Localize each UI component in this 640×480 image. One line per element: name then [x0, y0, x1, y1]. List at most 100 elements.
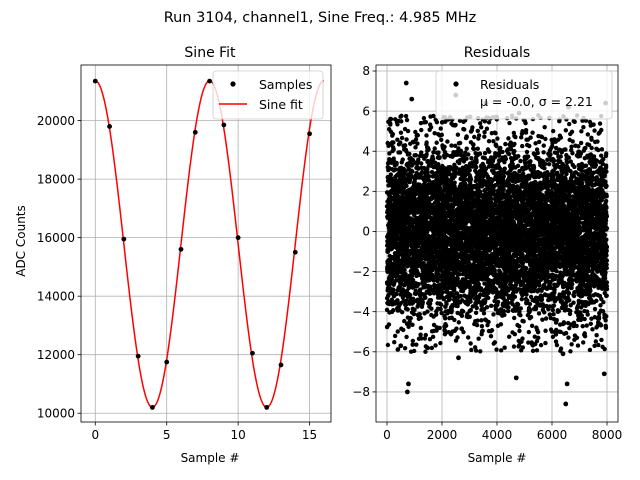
- sine-fit-ytick-label: 20000: [37, 114, 75, 128]
- residual-point: [456, 320, 461, 325]
- residual-point: [439, 137, 444, 142]
- residual-point: [407, 319, 412, 324]
- residual-point: [469, 156, 474, 161]
- residual-point: [457, 140, 463, 146]
- sine-fit-samples: [92, 78, 312, 410]
- residual-point: [442, 316, 448, 321]
- residual-point: [432, 146, 437, 151]
- residual-point: [516, 153, 521, 159]
- residual-point: [494, 347, 499, 352]
- residual-point: [392, 333, 398, 339]
- residual-point: [404, 117, 410, 123]
- residual-point: [484, 126, 490, 131]
- residual-point: [505, 301, 510, 306]
- residual-point: [413, 291, 419, 296]
- residual-point: [437, 155, 442, 160]
- residual-point: [418, 325, 424, 331]
- residual-point: [494, 143, 499, 149]
- residual-point: [491, 188, 497, 193]
- residual-point: [411, 348, 417, 354]
- residual-point: [482, 150, 488, 156]
- residual-point: [470, 125, 475, 130]
- residual-point: [506, 136, 511, 141]
- sine-fit-ytick-label: 16000: [37, 231, 75, 245]
- residual-point: [475, 146, 480, 151]
- residual-point: [399, 279, 404, 284]
- residual-point: [419, 161, 424, 166]
- residual-point: [452, 180, 457, 185]
- residual-point: [506, 334, 512, 339]
- sample-point: [292, 249, 298, 255]
- residual-point: [398, 140, 403, 145]
- sample-point: [192, 129, 198, 135]
- residual-point: [391, 147, 396, 152]
- residual-point: [412, 307, 417, 313]
- residual-point: [482, 119, 488, 124]
- residual-point: [438, 126, 443, 131]
- residual-point: [428, 298, 434, 303]
- residual-point: [464, 146, 469, 151]
- residual-point: [479, 324, 485, 329]
- residual-point: [423, 295, 428, 300]
- residuals-points: [384, 80, 610, 407]
- residual-point: [423, 119, 429, 125]
- residual-point: [458, 148, 464, 154]
- residual-point: [399, 135, 405, 141]
- residual-point: [454, 326, 459, 331]
- residual-point: [476, 281, 481, 287]
- residual-point: [471, 146, 477, 152]
- residual-point: [517, 324, 522, 329]
- residual-point: [455, 335, 460, 340]
- residual-point: [519, 296, 525, 302]
- residual-point: [397, 150, 403, 155]
- residual-point: [388, 172, 394, 177]
- residual-point: [436, 150, 441, 155]
- residual-point: [518, 306, 523, 311]
- residual-point: [406, 324, 411, 330]
- sine-fit-ylabel: ADC Counts: [14, 205, 28, 277]
- residual-point: [425, 170, 430, 175]
- residual-point: [419, 127, 424, 133]
- residual-point: [458, 293, 463, 299]
- residual-point: [400, 157, 405, 162]
- residual-point: [460, 309, 466, 314]
- residual-point: [425, 345, 431, 351]
- residual-point: [491, 312, 496, 317]
- residual-point: [419, 150, 424, 155]
- residual-point: [512, 315, 517, 321]
- residual-point: [434, 140, 439, 145]
- residual-point: [394, 278, 399, 283]
- sine-fit-xlabel: Sample #: [181, 451, 240, 465]
- residual-point: [389, 297, 395, 302]
- residual-point: [503, 156, 509, 162]
- residual-point: [491, 138, 496, 144]
- residual-point: [474, 322, 480, 328]
- residual-point: [501, 187, 506, 192]
- residual-point: [498, 145, 503, 151]
- residual-point: [501, 174, 507, 179]
- residual-point: [393, 167, 398, 172]
- residual-point: [425, 309, 430, 314]
- residual-point: [459, 313, 465, 318]
- residual-point: [410, 322, 415, 328]
- residual-point: [477, 151, 483, 156]
- residual-point: [502, 345, 507, 350]
- sine-fit-legend: Samples Sine fit: [212, 70, 324, 120]
- residual-point: [473, 310, 479, 315]
- residual-point: [475, 318, 480, 323]
- residual-point: [506, 305, 511, 310]
- residual-point: [402, 267, 407, 273]
- residual-point: [465, 335, 471, 340]
- sine-fit-frame: [80, 64, 332, 423]
- residual-point: [403, 143, 408, 148]
- residual-point: [498, 348, 504, 353]
- sample-point: [307, 131, 312, 137]
- residual-point: [387, 243, 393, 248]
- residual-point: [395, 347, 401, 352]
- residual-point: [428, 125, 434, 130]
- residual-point: [476, 133, 482, 138]
- residual-point: [401, 327, 406, 333]
- sample-point: [264, 404, 270, 410]
- residual-point: [413, 137, 419, 142]
- residual-point: [403, 302, 409, 307]
